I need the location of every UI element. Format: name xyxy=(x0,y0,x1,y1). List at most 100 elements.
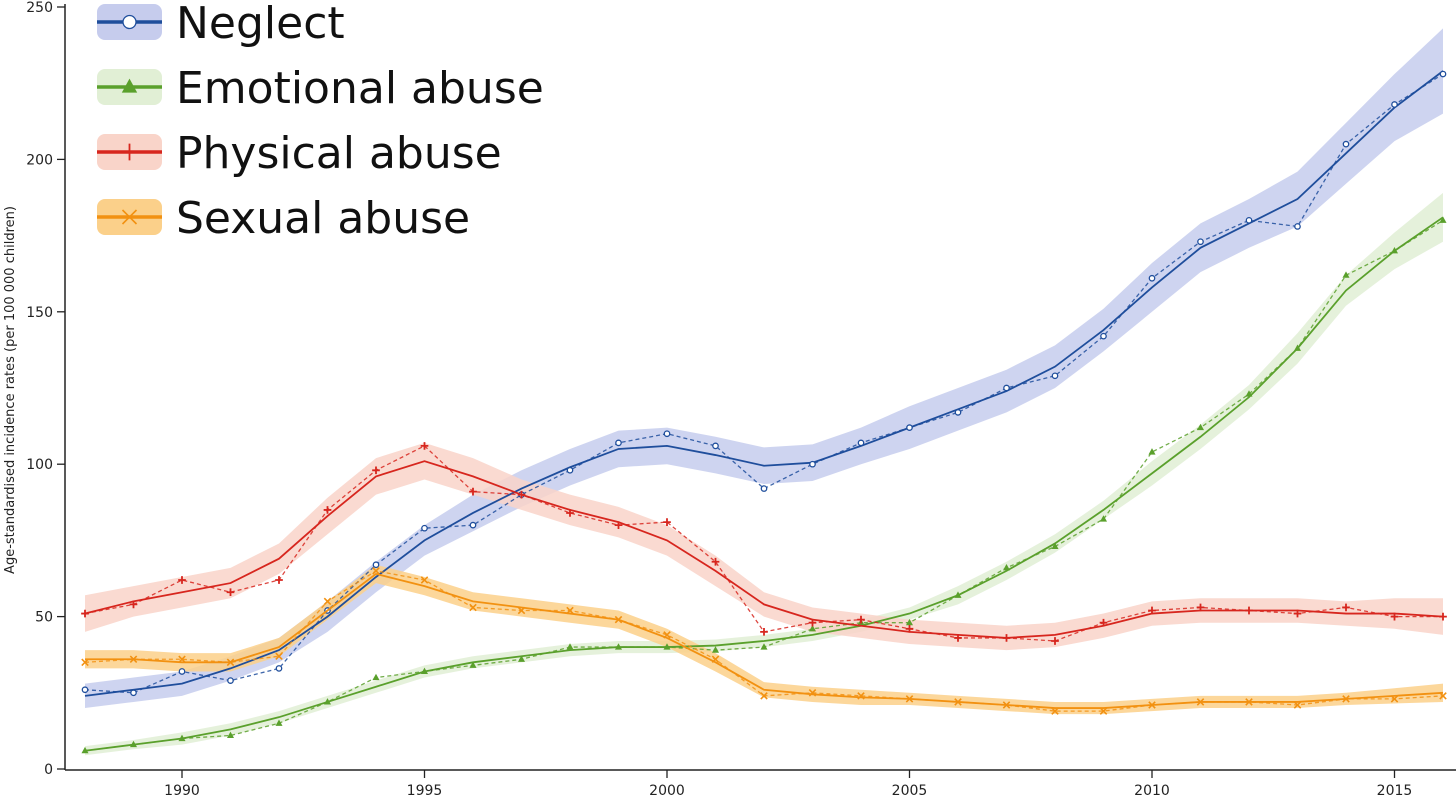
data-point xyxy=(1099,707,1108,715)
series-1 xyxy=(81,216,1447,754)
data-point xyxy=(122,14,137,30)
data-point xyxy=(1148,606,1156,615)
data-point xyxy=(663,631,671,639)
data-point xyxy=(81,686,89,694)
data-point xyxy=(1245,606,1253,615)
data-point xyxy=(711,655,720,664)
data-point xyxy=(808,689,817,697)
data-point xyxy=(1003,384,1010,392)
data-point xyxy=(954,409,962,416)
data-point xyxy=(906,424,913,431)
data-point xyxy=(469,661,477,668)
data-point xyxy=(420,576,429,584)
data-point xyxy=(1293,344,1302,351)
data-point xyxy=(178,734,186,742)
data-point xyxy=(1002,563,1011,571)
data-point xyxy=(905,618,914,626)
data-point xyxy=(129,740,138,748)
data-point xyxy=(420,667,429,675)
data-point xyxy=(760,485,768,492)
data-point xyxy=(372,673,380,681)
data-point xyxy=(1196,698,1205,706)
data-point xyxy=(275,652,283,660)
data-point xyxy=(121,143,138,161)
data-point xyxy=(1245,217,1253,224)
data-point xyxy=(372,567,380,575)
data-point xyxy=(1293,609,1302,618)
data-point xyxy=(1099,515,1108,522)
y-tick-label: 200 xyxy=(26,152,53,168)
fitted-line xyxy=(84,70,1444,697)
data-point xyxy=(81,658,89,667)
data-point xyxy=(323,506,332,514)
x-tick-label: 2015 xyxy=(1377,783,1413,799)
data-point xyxy=(1390,695,1399,703)
legend-item-0: Neglect xyxy=(97,0,345,49)
data-point xyxy=(129,655,138,664)
data-point xyxy=(566,509,574,517)
data-point xyxy=(121,209,138,225)
data-point xyxy=(121,78,138,93)
data-point xyxy=(178,576,186,584)
data-point xyxy=(1293,701,1302,709)
band-0 xyxy=(85,28,1443,709)
data-point xyxy=(711,557,720,566)
y-tick-label: 0 xyxy=(44,762,53,778)
data-point xyxy=(1294,223,1301,230)
legend-label: Emotional abuse xyxy=(176,63,544,114)
data-point xyxy=(1099,618,1108,627)
data-point xyxy=(372,466,380,475)
data-point xyxy=(81,609,89,618)
x-tick-label: 2000 xyxy=(649,783,685,799)
legend-label: Sexual abuse xyxy=(176,193,470,244)
data-point xyxy=(469,487,477,496)
data-point xyxy=(614,643,623,650)
data-point xyxy=(711,646,720,653)
series-2 xyxy=(81,442,1447,645)
data-point xyxy=(323,698,332,705)
data-point xyxy=(1439,692,1447,700)
data-point xyxy=(517,606,526,615)
data-point xyxy=(954,634,962,642)
legend-item-1: Emotional abuse xyxy=(97,63,544,114)
y-tick-label: 50 xyxy=(35,610,53,626)
legend-label: Physical abuse xyxy=(176,128,502,179)
data-point xyxy=(760,643,768,650)
data-point xyxy=(469,521,477,529)
data-point xyxy=(226,588,235,597)
fitted-line xyxy=(84,460,1444,639)
legend-label: Neglect xyxy=(176,0,345,49)
data-point xyxy=(1051,372,1059,380)
data-point xyxy=(1390,612,1399,621)
x-tick-label: 1990 xyxy=(164,783,200,799)
data-point xyxy=(663,518,671,526)
data-point xyxy=(615,439,622,447)
data-point xyxy=(275,665,283,672)
band-1 xyxy=(85,192,1443,756)
data-point xyxy=(178,655,186,664)
data-point xyxy=(517,655,526,662)
data-point xyxy=(1002,701,1011,709)
data-point xyxy=(1051,707,1059,715)
data-point xyxy=(857,692,865,700)
data-point xyxy=(760,692,768,700)
legend-item-3: Sexual abuse xyxy=(97,193,470,244)
data-point xyxy=(517,490,526,499)
y-tick-label: 100 xyxy=(26,457,53,473)
data-point xyxy=(663,643,671,650)
data-point xyxy=(1391,101,1398,108)
fitted-line xyxy=(85,572,1444,709)
data-point xyxy=(1148,701,1156,709)
data-point xyxy=(614,615,623,624)
data-point xyxy=(1342,603,1350,612)
data-point xyxy=(1148,274,1156,282)
data-point xyxy=(1196,603,1205,612)
data-point xyxy=(566,466,574,474)
data-point xyxy=(1051,542,1059,550)
data-point xyxy=(226,731,235,739)
data-point xyxy=(954,698,962,706)
data-point xyxy=(809,460,816,468)
data-point xyxy=(857,439,865,447)
data-point xyxy=(1439,216,1447,223)
